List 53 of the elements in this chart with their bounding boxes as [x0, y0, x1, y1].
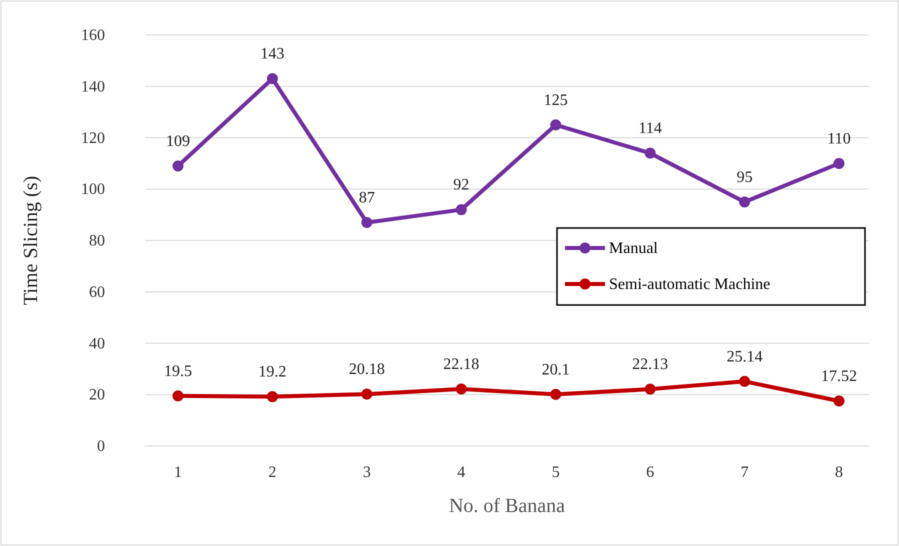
data-label: 110 [827, 130, 851, 148]
point [644, 148, 656, 159]
x-tick-label: 4 [457, 464, 466, 481]
point [361, 217, 372, 228]
data-label: 25.14 [726, 348, 763, 366]
y-tick-label: 60 [89, 284, 105, 301]
x-tick-label: 8 [835, 464, 843, 481]
point [456, 204, 467, 216]
x-tick-label: 2 [268, 464, 276, 481]
data-label: 109 [166, 133, 190, 150]
x-axis-title: No. of Banana [448, 495, 566, 517]
y-axis-title: Time Slicing (s) [20, 176, 42, 306]
y-tick-label: 140 [81, 78, 105, 96]
point [739, 376, 750, 387]
data-label: 22.13 [632, 356, 668, 374]
point [456, 384, 467, 395]
point [834, 158, 844, 169]
point [644, 384, 656, 395]
legend-label: Semi-automatic Machine [609, 276, 770, 293]
data-label: 19.5 [164, 362, 192, 380]
x-tick-label: 7 [740, 464, 749, 481]
y-tick-label: 0 [97, 438, 105, 455]
point [834, 395, 844, 406]
data-label: 92 [453, 176, 470, 194]
data-label: 95 [736, 168, 753, 186]
data-label: 20.18 [348, 361, 385, 378]
x-tick-label: 3 [362, 464, 371, 481]
y-tick-label: 100 [81, 181, 105, 198]
y-tick-label: 120 [81, 130, 105, 147]
y-tick-label: 160 [81, 27, 105, 44]
x-tick-label: 6 [646, 464, 654, 481]
data-label: 17.52 [821, 368, 857, 385]
point [266, 391, 278, 402]
point [266, 73, 278, 84]
data-label: 87 [358, 190, 375, 207]
data-label: 114 [638, 120, 662, 138]
y-tick-label: 80 [89, 232, 105, 250]
point [172, 160, 184, 172]
point [361, 388, 372, 400]
point [739, 196, 750, 208]
point [550, 388, 562, 400]
legend-label: Manual [609, 240, 658, 257]
data-label: 143 [260, 46, 284, 63]
x-tick-label: 1 [174, 464, 182, 481]
point [550, 119, 562, 130]
point [172, 390, 184, 402]
data-label: 22.18 [443, 356, 480, 374]
data-label: 20.1 [542, 361, 570, 378]
x-tick-label: 5 [552, 464, 560, 481]
y-tick-label: 20 [89, 386, 105, 404]
data-label: 125 [544, 92, 568, 109]
y-tick-label: 40 [89, 335, 105, 352]
data-label: 19.2 [258, 364, 286, 381]
